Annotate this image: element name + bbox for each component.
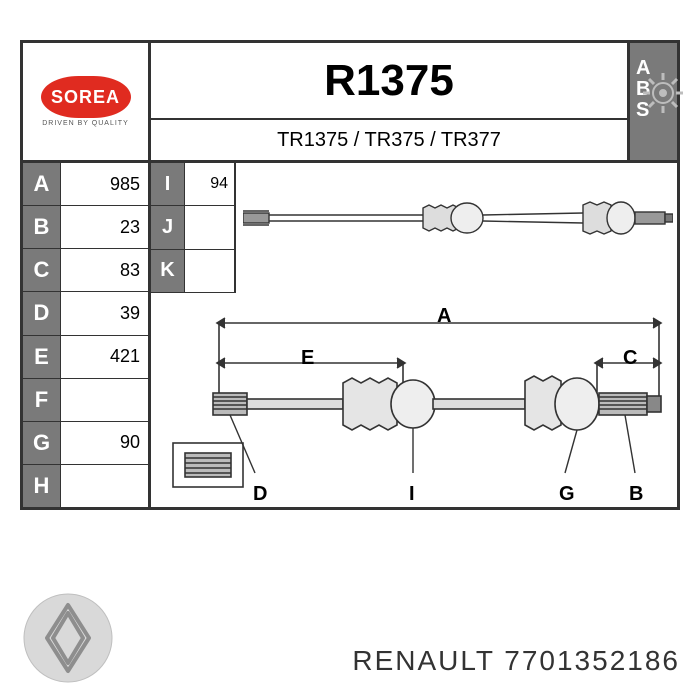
spec-row-d: D 39 <box>23 292 148 335</box>
spec-row-a: A 985 <box>23 163 148 206</box>
spec-key: E <box>23 336 61 378</box>
part-number: 7701352186 <box>504 645 680 676</box>
spec-row-h: H <box>23 465 148 507</box>
dim-label-a: A <box>437 305 451 328</box>
dim-label-i: I <box>409 483 415 506</box>
spec-card: SOREA DRIVEN BY QUALITY R1375 TR1375 / T… <box>20 40 680 510</box>
spec-val: 94 <box>185 163 234 205</box>
spec-val <box>185 206 234 248</box>
spec-val <box>185 250 234 292</box>
part-subtitle: TR1375 / TR375 / TR377 <box>151 120 627 160</box>
spec-key: A <box>23 163 61 205</box>
spec-table-right: I 94 J K <box>151 163 236 293</box>
gear-icon <box>641 71 685 115</box>
dim-label-c: C <box>623 347 637 370</box>
spec-row-e: E 421 <box>23 336 148 379</box>
header-row: SOREA DRIVEN BY QUALITY R1375 TR1375 / T… <box>23 43 677 163</box>
spec-key: I <box>151 163 185 205</box>
footer-text: RENAULT 7701352186 <box>352 645 680 685</box>
spec-val: 83 <box>61 249 148 291</box>
spec-row-b: B 23 <box>23 206 148 249</box>
spec-val: 90 <box>61 422 148 464</box>
spec-row-g: G 90 <box>23 422 148 465</box>
brand-name: RENAULT <box>352 645 494 676</box>
spec-key: C <box>23 249 61 291</box>
body-area: A 985 B 23 C 83 D 39 E 421 F <box>23 163 677 507</box>
spec-row-f: F <box>23 379 148 422</box>
spec-key: D <box>23 292 61 334</box>
spec-key: F <box>23 379 61 421</box>
spec-val: 985 <box>61 163 148 205</box>
spec-key: K <box>151 250 185 292</box>
spec-key: G <box>23 422 61 464</box>
title-cell: R1375 TR1375 / TR375 / TR377 <box>151 43 627 160</box>
axle-top-sketch <box>243 193 673 243</box>
spec-row-i: I 94 <box>151 163 234 206</box>
spec-key: B <box>23 206 61 248</box>
footer: RENAULT 7701352186 <box>20 575 680 685</box>
spec-row-j: J <box>151 206 234 249</box>
spec-row-k: K <box>151 250 234 293</box>
axle-measure-diagram <box>155 293 675 503</box>
dim-label-g: G <box>559 483 575 506</box>
part-title: R1375 <box>151 43 627 120</box>
spec-key: J <box>151 206 185 248</box>
spec-val <box>61 379 148 421</box>
spec-val: 421 <box>61 336 148 378</box>
dim-label-e: E <box>301 347 314 370</box>
dim-label-d: D <box>253 483 267 506</box>
spec-key: H <box>23 465 61 507</box>
logo-cell: SOREA DRIVEN BY QUALITY <box>23 43 151 160</box>
spec-val: 23 <box>61 206 148 248</box>
sorea-tagline: DRIVEN BY QUALITY <box>42 120 129 127</box>
renault-logo <box>20 590 115 685</box>
spec-val: 39 <box>61 292 148 334</box>
dim-label-b: B <box>629 483 643 506</box>
spec-table-left: A 985 B 23 C 83 D 39 E 421 F <box>23 163 151 507</box>
abs-cell: A B S <box>627 43 677 160</box>
spec-val <box>61 465 148 507</box>
sorea-logo: SOREA <box>41 76 131 118</box>
spec-row-c: C 83 <box>23 249 148 292</box>
diagram-area: I 94 J K <box>151 163 677 507</box>
